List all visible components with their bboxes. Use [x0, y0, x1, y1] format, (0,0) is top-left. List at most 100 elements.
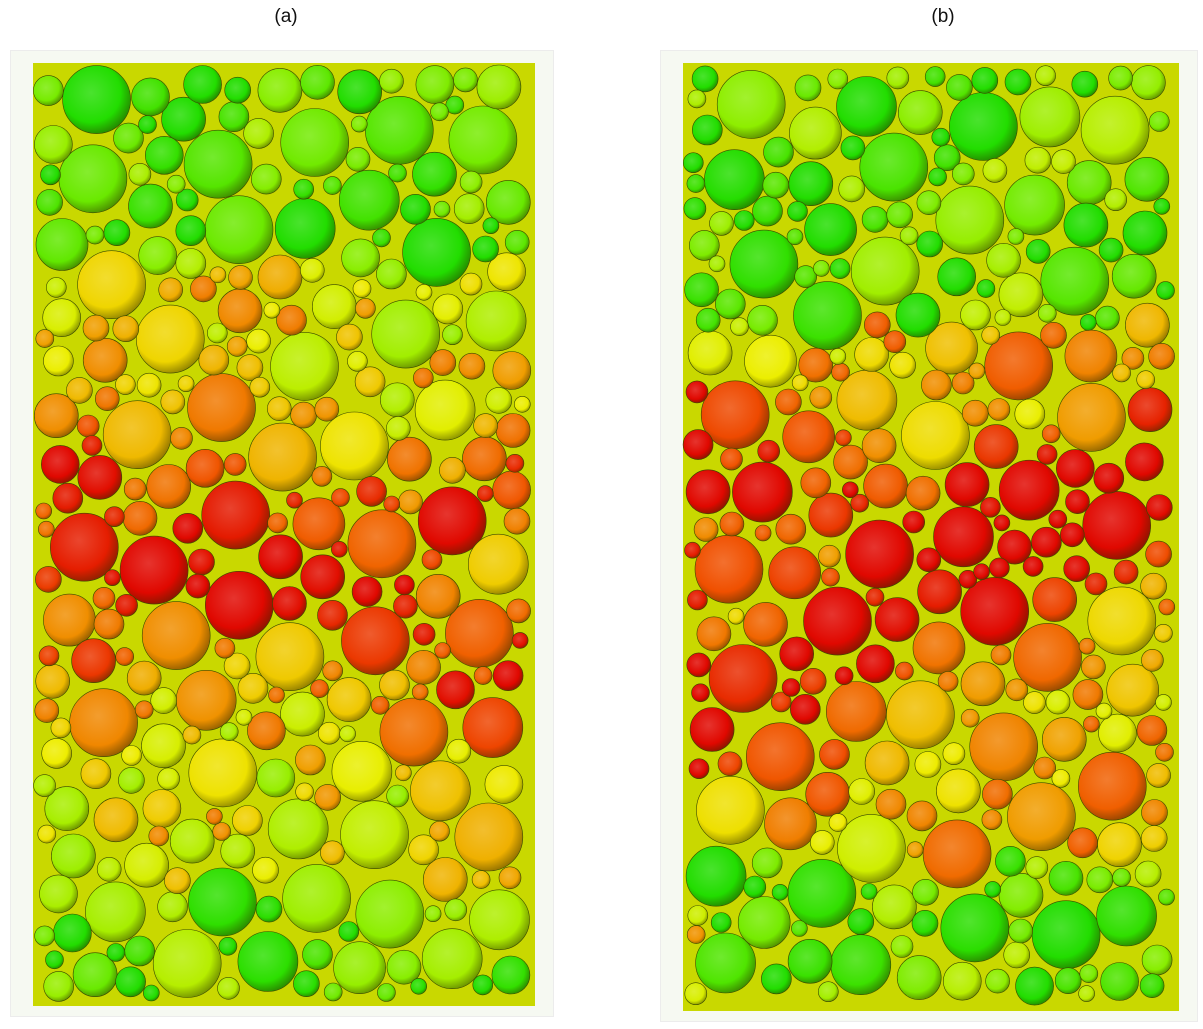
b-particle [850, 493, 869, 513]
b-particle [886, 680, 955, 750]
b-particle [914, 751, 942, 778]
b-particle [861, 428, 897, 464]
a-particle [336, 323, 363, 351]
a-particle [376, 258, 407, 290]
b-particle [1082, 491, 1152, 560]
b-particle [874, 597, 920, 642]
b-particle [842, 481, 859, 499]
a-particle [102, 400, 172, 470]
a-particle [136, 372, 162, 398]
b-particle [986, 243, 1021, 278]
b-particle [1125, 302, 1170, 348]
b-particle [1007, 782, 1076, 852]
a-particle [299, 258, 325, 283]
b-particle [917, 569, 962, 615]
a-particle [317, 599, 348, 631]
a-particle [268, 686, 285, 704]
a-particle [252, 856, 279, 884]
a-particle [339, 725, 356, 743]
b-particle [715, 288, 746, 320]
b-particle [685, 845, 747, 907]
a-particle [320, 840, 345, 866]
a-particle [112, 315, 140, 343]
b-particle [1112, 363, 1131, 383]
b-particle [933, 506, 994, 568]
a-particle [92, 586, 116, 610]
b-particle [685, 380, 709, 404]
b-particle [875, 788, 907, 820]
b-particle [960, 577, 1030, 646]
a-particle [453, 67, 478, 93]
b-particle [775, 388, 802, 416]
b-particle [998, 459, 1060, 521]
b-particle [981, 809, 1003, 831]
b-particle [746, 722, 815, 792]
a-particle [300, 554, 346, 600]
b-particle [864, 740, 910, 786]
a-particle [128, 183, 173, 229]
a-particle [35, 502, 53, 520]
a-particle [248, 422, 317, 492]
b-particle [906, 841, 924, 859]
a-particle [393, 593, 418, 619]
a-particle [458, 352, 486, 380]
b-particle [981, 325, 1001, 345]
b-particle [912, 878, 939, 906]
b-particle [771, 883, 789, 901]
b-particle [1013, 623, 1082, 692]
b-particle [835, 429, 852, 447]
a-particle [119, 535, 189, 605]
a-particle [146, 464, 191, 509]
b-particle [1087, 586, 1157, 656]
b-particle [861, 206, 889, 233]
a-particle [421, 549, 443, 571]
a-particle [354, 366, 386, 398]
a-particle [121, 745, 142, 766]
b-particle [1141, 944, 1173, 976]
b-particle [781, 678, 801, 697]
a-particle [280, 691, 325, 737]
b-particle [1121, 346, 1145, 370]
b-particle [1140, 572, 1167, 600]
a-particle [71, 638, 116, 684]
b-particle [895, 292, 941, 338]
a-particle [292, 497, 346, 551]
a-particle [45, 277, 67, 298]
b-particle [960, 661, 1006, 707]
b-particle [827, 68, 849, 90]
a-particle [104, 506, 125, 528]
b-particle [687, 589, 708, 611]
a-particle [290, 401, 317, 429]
b-particle [695, 307, 721, 333]
a-particle [434, 642, 451, 659]
b-particle [1153, 198, 1171, 215]
b-particle [791, 920, 808, 937]
a-particle [158, 277, 183, 303]
a-particle [330, 540, 348, 558]
a-particle [115, 647, 134, 666]
a-particle [85, 225, 105, 245]
b-particle [1122, 210, 1168, 256]
a-particle [62, 65, 131, 134]
a-particle [45, 950, 64, 970]
a-particle [462, 697, 524, 758]
b-particle [1031, 526, 1062, 558]
b-particle [793, 281, 862, 350]
b-particle [1064, 329, 1118, 383]
a-particle [471, 870, 491, 889]
a-particle [38, 645, 60, 667]
a-particle [412, 367, 434, 389]
b-particle [1155, 742, 1174, 762]
b-particle [1045, 689, 1071, 715]
a-particle [310, 679, 329, 699]
a-particle [170, 426, 193, 450]
b-particle [1098, 237, 1124, 263]
b-particle [799, 667, 827, 695]
a-particle [81, 435, 103, 456]
b-particle [1057, 383, 1126, 452]
a-particle [472, 974, 494, 996]
a-particle [485, 180, 531, 225]
b-particle [973, 563, 990, 581]
a-particle [433, 200, 451, 218]
b-particle [847, 908, 875, 935]
